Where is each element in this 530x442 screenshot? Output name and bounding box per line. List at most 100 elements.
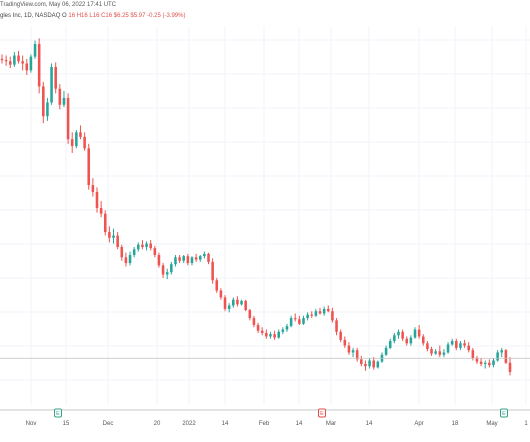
candle-body (360, 359, 363, 364)
x-tick-label: May (486, 421, 497, 427)
candle-body (450, 341, 454, 345)
candle-body (50, 66, 53, 103)
candle-body (42, 86, 45, 117)
candle-body (508, 362, 512, 372)
candle-body (194, 257, 198, 260)
candle-body (351, 350, 355, 353)
candle-body (318, 311, 322, 314)
earnings-event-marker (54, 408, 62, 418)
candle-body (124, 257, 128, 264)
candle-body (248, 310, 252, 319)
candle-body (37, 44, 41, 87)
candle-body (25, 63, 29, 71)
candle-body (116, 235, 119, 247)
candle-body (372, 360, 375, 368)
candle-body (463, 343, 466, 346)
candle-body (355, 350, 359, 360)
candle-body (405, 338, 409, 344)
x-tick-label: Feb (259, 421, 270, 427)
candle-body (99, 208, 103, 214)
candle-body (103, 213, 107, 233)
candle-body (232, 299, 235, 306)
candle-body (128, 255, 132, 264)
candle-body (504, 350, 508, 363)
candle-body (91, 185, 95, 192)
candle-body (62, 97, 66, 105)
candle-body (153, 248, 157, 256)
candle-body (17, 55, 20, 62)
candle-body (141, 244, 144, 247)
candle-body (376, 361, 380, 368)
candle-body (492, 360, 495, 366)
candle-body (157, 255, 161, 266)
candle-body (79, 132, 82, 137)
header-ohlc-label: O (62, 13, 67, 19)
candle-body (211, 261, 214, 281)
candle-body (244, 300, 247, 311)
candle-body (170, 264, 173, 273)
candle-body (165, 272, 169, 275)
x-tick-label: 1 (524, 421, 528, 427)
x-tick-label: 14 (222, 421, 229, 427)
candle-body (33, 44, 37, 57)
candle-body (298, 319, 301, 324)
candle-body (326, 308, 330, 312)
header-ohlc: 16 H16 L16 C16 (68, 13, 113, 19)
candle-body (256, 324, 260, 331)
candle-body (479, 361, 483, 364)
candle-body (496, 352, 499, 361)
candle-body (281, 329, 285, 332)
candle-body (401, 331, 404, 339)
candle-body (108, 232, 111, 238)
candle-body (137, 244, 140, 250)
candle-body (198, 256, 202, 260)
candle-body (393, 335, 396, 342)
candle-body (293, 318, 297, 320)
candle-body (310, 314, 314, 316)
candle-body (368, 360, 371, 367)
candle-body (145, 243, 148, 247)
candle-body (236, 299, 239, 305)
candle-body (186, 256, 190, 264)
x-tick-label: Nov (26, 421, 37, 427)
x-tick-label: Apr (414, 421, 423, 427)
candle-body (29, 56, 33, 71)
candle-body (66, 97, 70, 140)
candle-body (434, 351, 437, 354)
header-source-line: TradingView.com, May 06, 2022 17:41 UTC (0, 2, 117, 8)
candle-body (215, 280, 219, 291)
x-tick-label: Mar (326, 421, 336, 427)
candle-body (190, 257, 194, 264)
candle-body (161, 265, 165, 275)
candle-body (178, 257, 181, 261)
earnings-event-label: E (502, 411, 506, 417)
candle-body (397, 331, 400, 336)
header-values: $6.25 $5.97 -0.25 (-3.99%) (113, 13, 186, 19)
x-tick-label: 15 (63, 421, 70, 427)
candle-body (413, 329, 417, 338)
x-tick-label: 20 (154, 421, 161, 427)
candle-body (384, 347, 388, 355)
candle-body (260, 330, 264, 333)
earnings-event-label: E (320, 411, 324, 417)
candle-body (339, 331, 342, 340)
candle-body (70, 139, 74, 147)
candle-body (446, 344, 450, 353)
candle-body (203, 253, 206, 257)
candle-body (409, 337, 413, 344)
candle-body (475, 358, 479, 362)
x-tick-label: Dec (103, 421, 114, 427)
candle-body (417, 329, 421, 337)
candle-body (277, 331, 280, 338)
candle-body (87, 148, 91, 186)
candle-body (314, 311, 318, 316)
candle-body (83, 136, 86, 149)
candle-body (388, 341, 392, 348)
candle-body (438, 351, 442, 355)
candle-body (54, 66, 57, 89)
candle-body (483, 362, 487, 364)
x-tick-label: 14 (366, 421, 373, 427)
candle-body (58, 88, 62, 105)
candle-body (426, 343, 429, 350)
